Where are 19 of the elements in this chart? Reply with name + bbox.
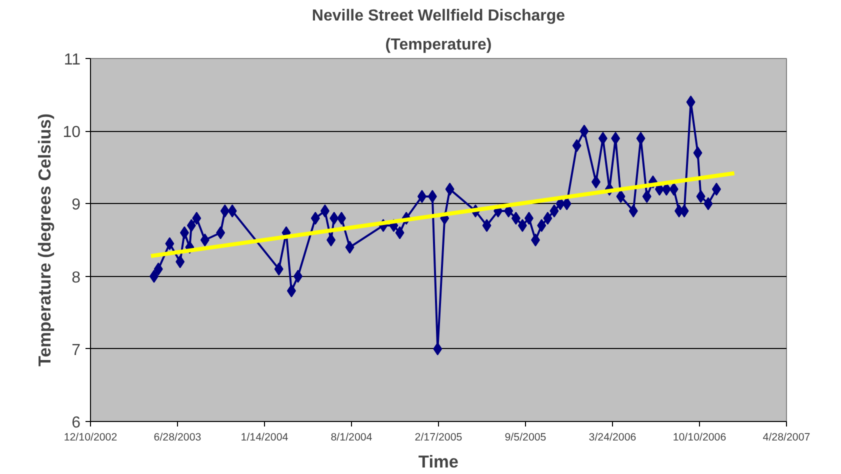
y-tick-label: 8: [72, 269, 81, 286]
x-axis-title: Time: [418, 452, 459, 472]
y-tick-label: 6: [72, 414, 81, 432]
x-tick-label: 4/28/2007: [762, 432, 810, 444]
y-tick-label: 7: [72, 342, 81, 359]
y-tick-label: 10: [62, 124, 81, 142]
chart-subtitle: (Temperature): [385, 36, 492, 54]
x-tick-label: 3/24/2006: [588, 432, 636, 444]
x-tick-label: 12/10/2002: [64, 432, 118, 444]
chart-title: Neville Street Wellfield Discharge: [312, 8, 566, 24]
x-tick-label: 10/10/2006: [672, 432, 726, 444]
y-axis-title: Temperature (degrees Celsius): [34, 114, 55, 366]
y-tick-label: 9: [72, 196, 81, 214]
x-tick-label: 1/14/2004: [240, 432, 288, 444]
x-tick-label: 6/28/2003: [154, 432, 202, 444]
x-tick-label: 9/5/2005: [504, 432, 546, 444]
y-tick-label: 11: [64, 52, 81, 68]
x-tick-label: 8/1/2004: [330, 432, 372, 444]
x-tick-label: 2/17/2005: [414, 432, 462, 444]
